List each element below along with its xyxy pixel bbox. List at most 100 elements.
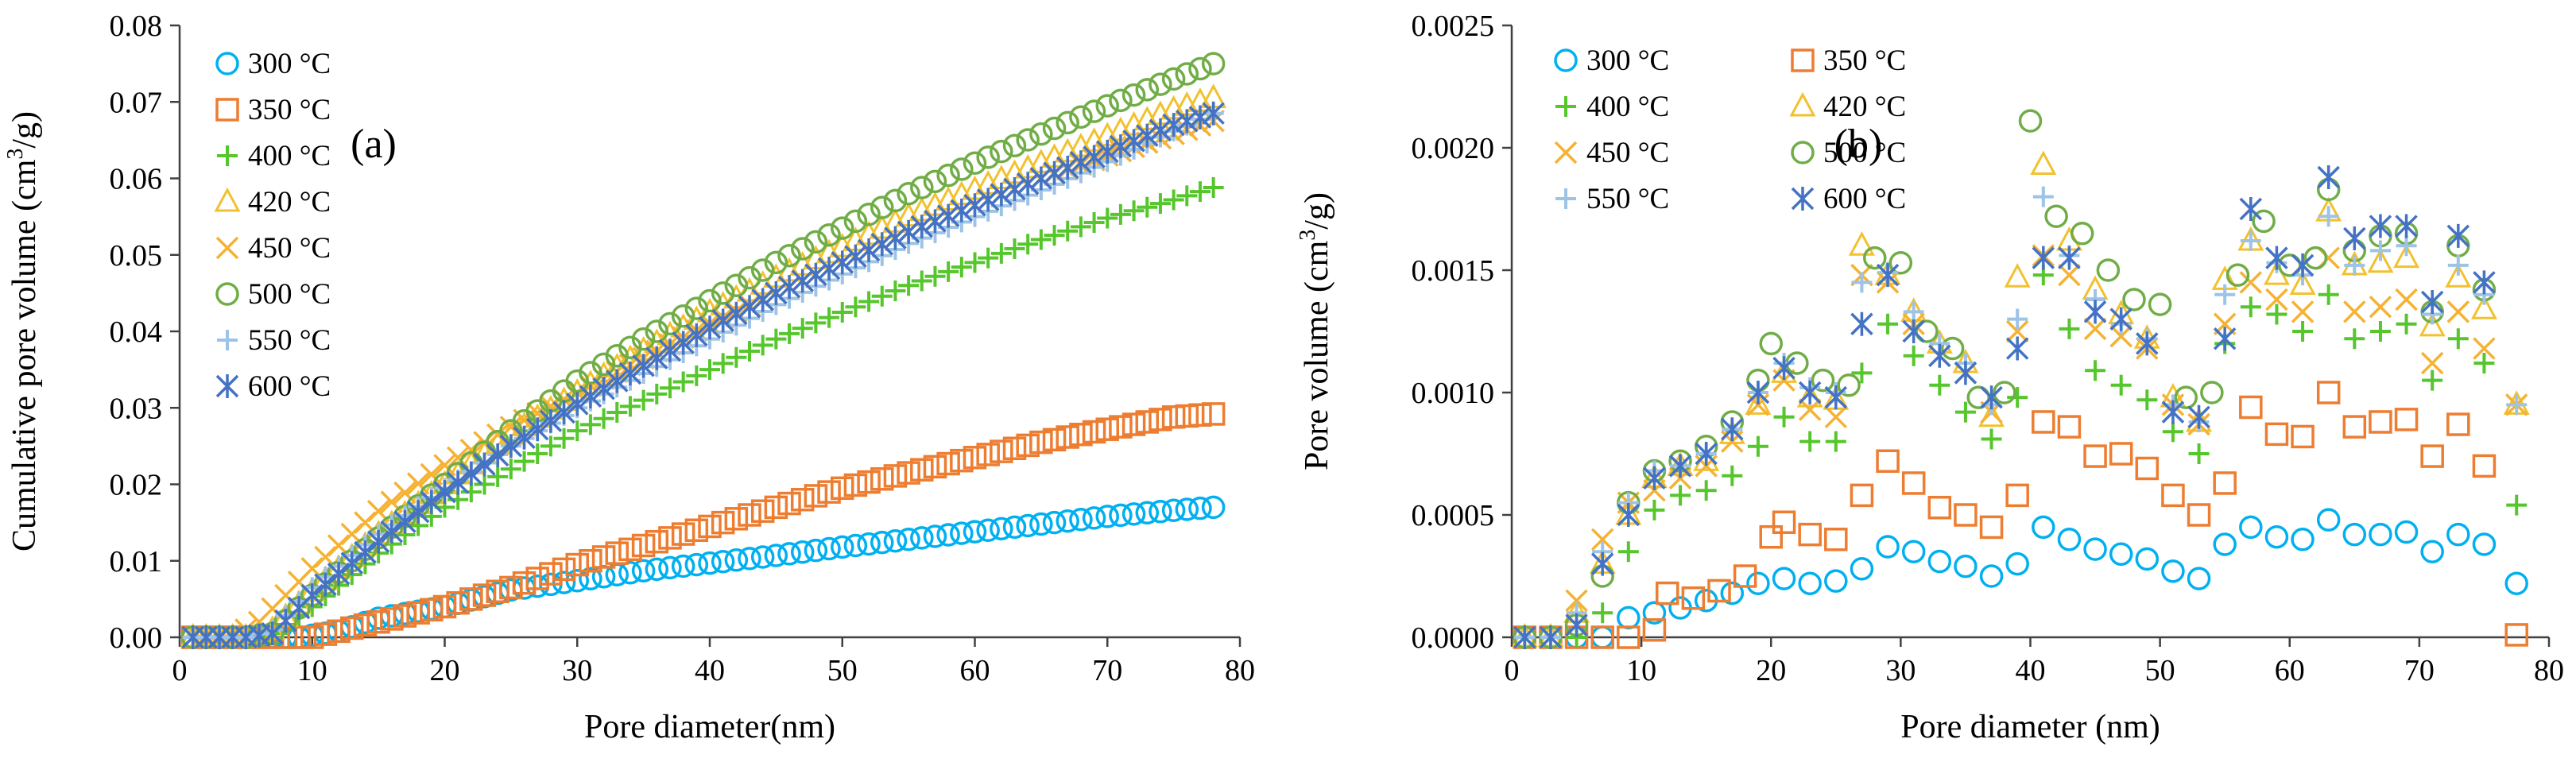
- data-point: [1722, 465, 1743, 486]
- data-point: [1175, 497, 1199, 521]
- data-point: [2239, 197, 2263, 221]
- data-point: [738, 265, 761, 290]
- data-point: [631, 559, 656, 583]
- data-point: [2446, 223, 2470, 248]
- data-point: [2030, 150, 2057, 176]
- data-point: [1825, 431, 1846, 452]
- data-point: [2472, 532, 2497, 556]
- legend-marker: [1555, 96, 1576, 117]
- data-point: [2239, 395, 2263, 420]
- legend-item: 450 °C: [215, 232, 331, 265]
- data-point: [1902, 319, 1925, 343]
- data-point: [2446, 522, 2470, 547]
- data-point: [711, 510, 735, 535]
- data-point: [540, 435, 561, 457]
- data-point: [618, 561, 642, 585]
- data-point: [750, 499, 775, 523]
- data-point: [2447, 328, 2469, 350]
- data-point: [897, 528, 920, 551]
- data-point: [990, 439, 1013, 463]
- data-point: [658, 526, 682, 550]
- data-point: [777, 243, 801, 268]
- data-point: [870, 195, 894, 219]
- data-point: [711, 308, 734, 333]
- data-point: [898, 275, 920, 296]
- data-point: [897, 461, 920, 485]
- data-point: [2083, 300, 2107, 324]
- data-point: [897, 182, 920, 206]
- data-point: [684, 518, 709, 542]
- data-point: [990, 182, 1013, 207]
- data-point: [1966, 385, 1990, 409]
- data-point: [1095, 505, 1119, 528]
- data-point: [2396, 313, 2417, 335]
- data-point: [2083, 444, 2107, 468]
- legend-label: 350 °C: [248, 94, 331, 126]
- data-point: [1137, 196, 1158, 218]
- data-point: [950, 448, 974, 473]
- data-point: [2445, 263, 2472, 288]
- data-point: [1940, 336, 1965, 361]
- data-point: [2394, 408, 2419, 431]
- x-axis-label-b: Pore diameter (nm): [1900, 709, 2160, 745]
- data-point: [804, 262, 827, 287]
- x-tick-label: 50: [2145, 654, 2175, 687]
- data-point: [2148, 292, 2172, 316]
- series-a-1: [180, 402, 1226, 649]
- data-point: [1202, 101, 1225, 126]
- data-point: [1903, 301, 1924, 323]
- data-point: [857, 202, 881, 226]
- data-point: [1876, 449, 1900, 473]
- data-point: [353, 613, 378, 637]
- y-tick-label: 0.0010: [1412, 377, 1495, 410]
- data-point: [1203, 177, 1224, 199]
- data-point: [1798, 398, 1822, 421]
- data-point: [1707, 578, 1731, 603]
- data-point: [684, 552, 709, 577]
- data-point: [552, 400, 575, 425]
- data-point: [2318, 284, 2339, 305]
- legend-marker: [217, 145, 238, 166]
- data-point: [340, 616, 364, 640]
- data-point: [2059, 318, 2080, 339]
- data-point: [750, 258, 775, 282]
- data-point: [2447, 254, 2469, 276]
- data-point: [645, 557, 669, 582]
- data-point: [2369, 522, 2392, 547]
- data-point: [1189, 181, 1211, 203]
- y-tick-label: 0.08: [110, 10, 163, 43]
- data-point: [2289, 270, 2316, 295]
- data-point: [790, 237, 815, 261]
- data-point: [2005, 483, 2029, 508]
- data-point: [592, 377, 615, 401]
- data-point: [672, 371, 694, 393]
- data-point: [1095, 417, 1119, 441]
- data-point: [2265, 288, 2288, 311]
- data-point: [1617, 541, 1639, 563]
- data-point: [1162, 113, 1185, 137]
- data-point: [2161, 559, 2185, 583]
- data-point: [2032, 410, 2055, 434]
- data-point: [1135, 78, 1160, 102]
- data-point: [1029, 122, 1053, 146]
- data-point: [1135, 410, 1160, 434]
- data-point: [1954, 361, 1978, 385]
- data-point: [633, 389, 654, 411]
- legend-label: 450 °C: [248, 232, 331, 265]
- data-point: [314, 572, 337, 597]
- x-axis-label-a: Pore diameter(nm): [584, 709, 835, 745]
- legend-label: 300 °C: [248, 48, 331, 80]
- legend-marker: [1789, 91, 1816, 117]
- data-point: [432, 594, 457, 619]
- data-point: [2291, 528, 2315, 551]
- series-a-7: [181, 101, 1225, 649]
- x-tick-label: 40: [695, 654, 725, 687]
- data-point: [1798, 381, 1822, 404]
- y-tick-label: 0.0025: [1412, 10, 1495, 43]
- data-point: [2264, 524, 2289, 549]
- y-axis-label-a: Cumulative pore volume (cm3/g): [3, 111, 43, 551]
- y-tick-label: 0.07: [110, 86, 163, 119]
- data-point: [911, 270, 932, 292]
- data-point: [2109, 307, 2132, 331]
- data-point: [2504, 623, 2528, 647]
